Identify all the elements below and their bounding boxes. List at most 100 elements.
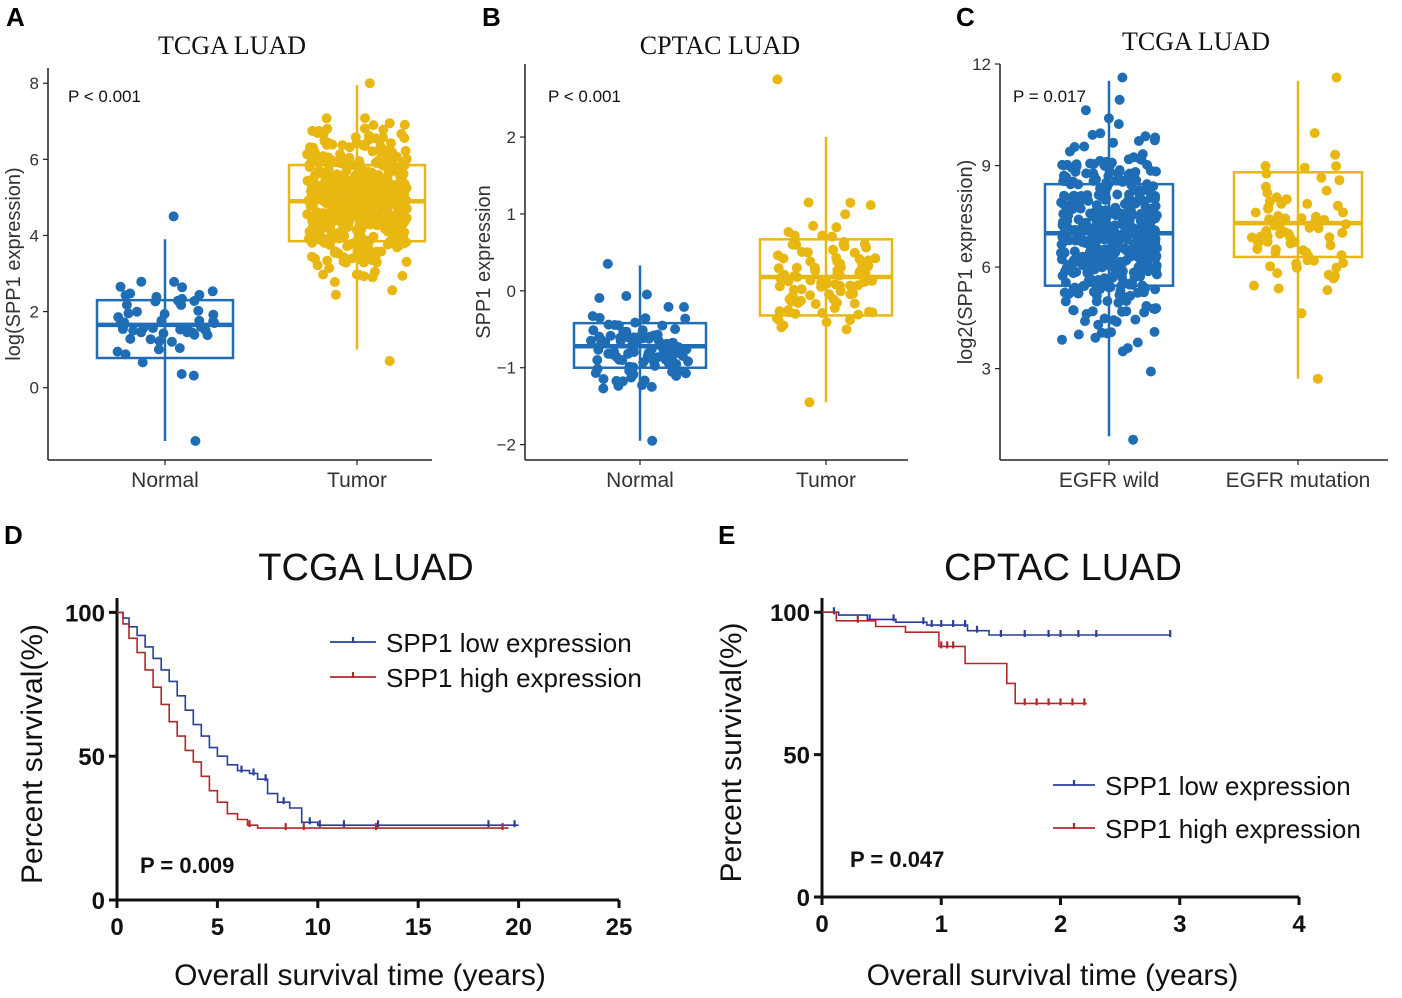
data-point [1260,161,1271,171]
x-tick-label: 10 [304,914,331,941]
chart-title: CPTAC LUAD [640,31,800,60]
data-point [609,320,620,330]
data-point [338,188,349,199]
data-point [174,343,185,354]
data-point [1113,297,1124,308]
data-point [1321,185,1332,196]
data-point [368,231,379,242]
data-point [120,290,131,301]
data-point [313,214,324,225]
data-point [1126,251,1136,262]
data-point [1068,305,1079,316]
data-point [367,272,378,283]
data-point [1312,373,1323,384]
data-point [841,324,852,335]
data-point [646,381,657,392]
data-point [359,250,370,260]
data-point [1117,213,1128,224]
data-point [1088,168,1099,179]
data-point [1095,155,1105,166]
x-tick-label: 1 [935,911,948,938]
data-point [641,289,652,300]
data-point [1069,282,1080,293]
data-point [389,210,400,221]
data-point [324,155,334,166]
data-point [1336,250,1347,261]
data-point [853,309,864,320]
y-axis-label: log(SPP1 expression) [3,167,25,360]
data-point [1145,221,1156,232]
data-point [364,78,375,89]
data-point [1059,247,1070,258]
data-point [1114,94,1125,105]
data-point [588,325,599,336]
data-point [680,313,691,324]
data-point [647,435,658,446]
chart-title: TCGA LUAD [1122,27,1270,56]
data-point [1069,255,1080,266]
data-point [382,172,393,183]
data-point [776,322,787,333]
data-point [598,374,609,384]
data-point [379,146,390,157]
y-tick-label: −1 [497,359,516,378]
data-point [1149,238,1160,249]
legend-item: SPP1 low expression [330,628,632,658]
legend-label: SPP1 high expression [386,663,642,693]
data-point [1128,434,1139,445]
y-tick-label: 0 [92,888,105,915]
panel-label: E [718,520,735,550]
panel-label: D [4,520,23,550]
data-point [808,220,819,231]
data-point [1103,113,1114,124]
data-point [1080,236,1091,247]
data-point [789,230,800,241]
data-point [378,132,388,143]
box-tumor [758,74,894,408]
data-point [679,302,689,312]
data-point [1296,308,1307,319]
x-tick-label: Tumor [796,469,856,492]
data-point [1273,283,1284,294]
data-point [312,207,323,218]
data-point [1114,165,1125,176]
data-point [352,235,362,246]
p-value: P = 0.047 [850,847,944,872]
data-point [397,206,407,217]
data-point [669,361,680,372]
data-point [1331,72,1342,83]
data-point [359,172,370,183]
data-point [1117,346,1128,357]
data-point [384,118,395,129]
panel-e: E CPTAC LUAD 0 50 100 0 1 2 3 4 Percent survival(%… [715,520,1361,992]
data-point [803,197,814,208]
y-tick-label: 4 [30,226,39,245]
x-tick-label: Normal [131,469,199,492]
data-point [778,253,789,264]
data-point [831,222,842,233]
data-point [630,317,641,328]
data-point [1338,258,1349,268]
panel-a: A TCGA LUAD 0 2 4 6 8 log(SPP1 expression) Norma… [3,2,432,492]
y-tick-label: 0 [797,885,810,912]
data-point [325,231,336,242]
y-tick-label: −2 [497,436,516,455]
data-point [1262,187,1273,198]
data-point [384,356,395,366]
y-tick-label: 1 [507,205,516,224]
data-point [1057,159,1068,170]
data-point [1291,262,1302,273]
data-point [337,140,348,151]
data-point [1139,213,1150,224]
data-point [1136,195,1147,206]
data-point [372,220,382,231]
data-point [1142,243,1153,254]
data-point [783,305,794,316]
data-point [370,157,381,168]
data-point [1080,316,1090,327]
data-point [1250,207,1261,218]
data-point [590,368,601,378]
data-point [1060,296,1071,307]
data-point [1101,193,1112,204]
survival-curve [117,611,509,829]
